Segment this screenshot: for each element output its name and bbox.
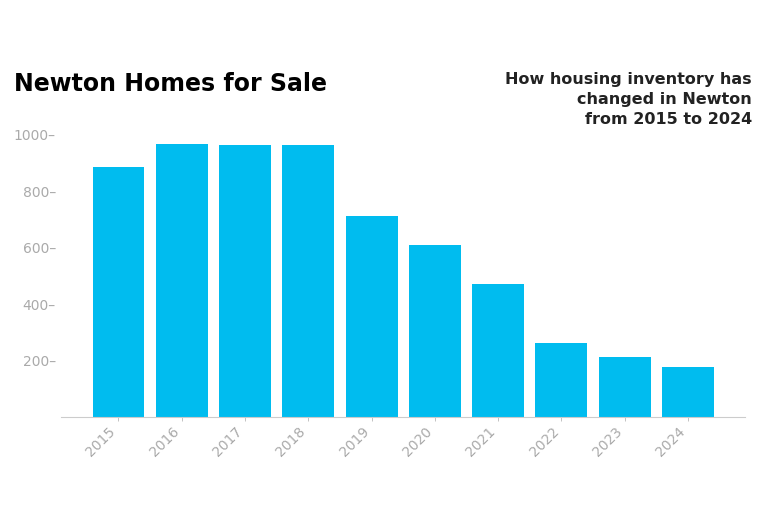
Bar [156, 145, 207, 417]
Text: Newton Homes for Sale: Newton Homes for Sale [14, 72, 326, 96]
Bar [219, 145, 271, 417]
Bar [346, 216, 398, 417]
Bar [283, 146, 334, 417]
Bar [599, 357, 650, 417]
Bar [92, 167, 144, 417]
Bar [472, 284, 524, 417]
Text: How housing inventory has
changed in Newton
from 2015 to 2024: How housing inventory has changed in New… [505, 72, 752, 127]
Bar [535, 343, 588, 417]
Bar [662, 367, 714, 417]
Bar [409, 245, 461, 417]
